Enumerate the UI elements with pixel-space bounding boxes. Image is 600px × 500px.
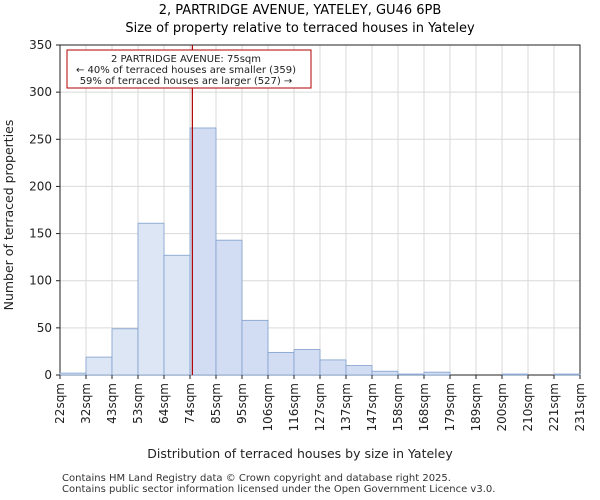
y-tick-label: 200	[29, 179, 52, 193]
x-tick-label: 127sqm	[313, 383, 327, 431]
x-tick-label: 168sqm	[417, 383, 431, 431]
bar	[137, 222, 165, 376]
y-tick-label: 0	[44, 368, 52, 382]
x-axis-label: Distribution of terraced houses by size …	[147, 446, 453, 461]
footer-line2: Contains public sector information licen…	[62, 484, 496, 495]
bar	[85, 356, 113, 376]
annotation-box: 2 PARTRIDGE AVENUE: 75sqm ← 40% of terra…	[66, 49, 312, 89]
y-axis-label: Number of terraced properties	[1, 120, 16, 311]
x-tick-label: 189sqm	[469, 383, 483, 431]
y-axis-ticks: 0 50 100 150 200 250 300 350	[29, 38, 60, 382]
bar	[553, 373, 581, 376]
bars	[59, 127, 581, 376]
bar	[293, 349, 321, 376]
x-tick-label: 210sqm	[521, 383, 535, 431]
x-tick-label: 53sqm	[131, 383, 145, 424]
bar	[163, 254, 191, 376]
x-tick-label: 158sqm	[391, 383, 405, 431]
x-tick-label: 85sqm	[209, 383, 223, 424]
bar	[189, 127, 217, 376]
x-tick-label: 43sqm	[105, 383, 119, 424]
x-tick-label: 137sqm	[339, 383, 353, 431]
bar	[59, 372, 87, 376]
x-tick-label: 64sqm	[157, 383, 171, 424]
bar	[345, 365, 373, 376]
bar	[215, 239, 243, 376]
y-tick-label: 150	[29, 227, 52, 241]
annotation-line2: ← 40% of terraced houses are smaller (35…	[76, 65, 296, 76]
x-tick-label: 179sqm	[443, 383, 457, 431]
bar	[501, 373, 529, 376]
annotation-line1: 2 PARTRIDGE AVENUE: 75sqm	[111, 54, 261, 65]
bar	[423, 371, 451, 376]
bar	[111, 328, 139, 376]
annotation-frame	[66, 49, 312, 89]
x-tick-label: 74sqm	[183, 383, 197, 424]
annotation-line3: 59% of terraced houses are larger (527) …	[80, 76, 293, 87]
bar	[319, 359, 347, 376]
x-axis-ticks: 22sqm 32sqm 43sqm 53sqm 64sqm 74sqm 85sqm 95sqm…	[53, 375, 587, 431]
x-tick-label: 32sqm	[79, 383, 93, 424]
x-tick-label: 106sqm	[261, 383, 275, 431]
y-tick-label: 300	[29, 85, 52, 99]
x-tick-label: 200sqm	[495, 383, 509, 431]
y-tick-label: 250	[29, 132, 52, 146]
bar	[241, 319, 269, 376]
footer-line1: Contains HM Land Registry data © Crown c…	[62, 473, 451, 484]
bar	[371, 370, 399, 376]
bar	[267, 351, 295, 376]
y-tick-label: 100	[29, 274, 52, 288]
x-tick-label: 116sqm	[287, 383, 301, 431]
x-tick-label: 22sqm	[53, 383, 67, 424]
bar	[397, 373, 425, 376]
x-tick-label: 147sqm	[365, 383, 379, 431]
x-tick-label: 231sqm	[573, 383, 587, 431]
chart-title-line2: Size of property relative to terraced ho…	[125, 21, 475, 36]
x-tick-label: 221sqm	[547, 383, 561, 431]
x-tick-label: 95sqm	[235, 383, 249, 424]
y-tick-label: 350	[29, 38, 52, 52]
chart-title-line1: 2, PARTRIDGE AVENUE, YATELEY, GU46 6PB	[159, 3, 442, 18]
y-tick-label: 50	[37, 321, 52, 335]
